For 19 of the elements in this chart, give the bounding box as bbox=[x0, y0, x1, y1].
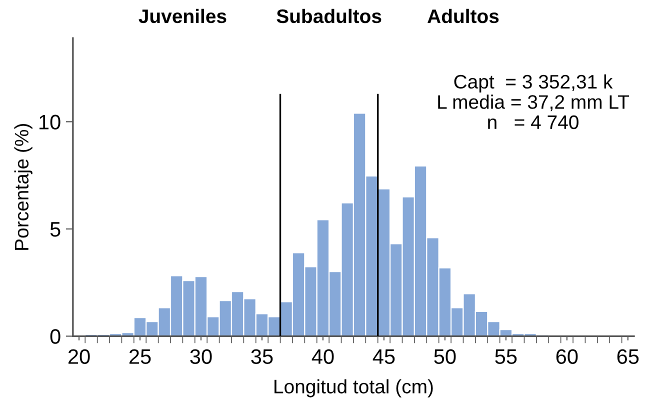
x-tick-label: 20 bbox=[68, 349, 90, 364]
x-axis-title: Longitud total (cm) bbox=[274, 379, 433, 398]
text: Adultos bbox=[428, 8, 499, 24]
y-axis-title: Porcentaje (%) bbox=[14, 124, 32, 250]
x-tick-label: 30 bbox=[190, 349, 212, 364]
x-tick-label: 40 bbox=[312, 349, 334, 364]
text: Juveniles bbox=[138, 8, 226, 24]
x-tick-label: 25 bbox=[129, 349, 151, 364]
x-tick-label: 50 bbox=[434, 349, 456, 364]
x-tick-label: 55 bbox=[495, 349, 517, 364]
y-tick-label: 10 bbox=[40, 114, 60, 130]
x-tick-label: 35 bbox=[251, 349, 273, 364]
y-tick-label: 0 bbox=[50, 329, 60, 344]
text: Subadultos bbox=[276, 8, 382, 24]
y-tick-label: 5 bbox=[50, 222, 60, 237]
annotation: Capt = 3 352,31 k L media = 37,2 mm LT n = 4 740 bbox=[438, 74, 630, 130]
x-tick-label: 65 bbox=[617, 349, 639, 364]
x-tick-label: 60 bbox=[556, 349, 578, 364]
x-tick-label: 45 bbox=[372, 349, 395, 364]
